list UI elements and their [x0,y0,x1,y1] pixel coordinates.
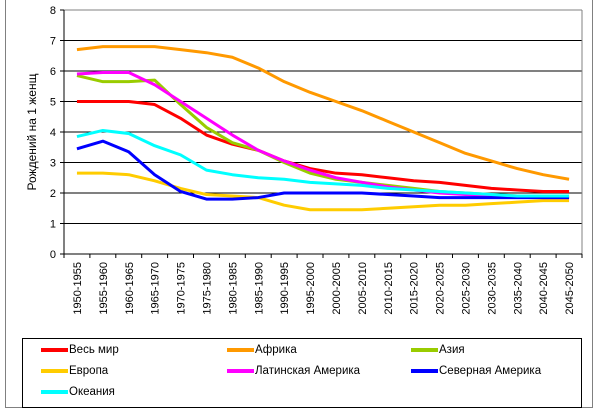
x-tick-label: 2015-2020 [409,262,421,315]
x-tick-label: 2000-2005 [331,262,343,315]
x-tick-label: 1955-1960 [98,262,110,315]
series-line-Азия [77,76,569,196]
legend-label: Азия [439,344,465,356]
x-tick-label: 1960-1965 [124,262,136,315]
y-tick-label: 7 [50,36,56,48]
x-tick-label: 2040-2045 [538,262,550,315]
legend-swatch [227,369,254,373]
x-tick-label: 2010-2015 [383,262,395,315]
legend-swatch [411,348,438,352]
y-tick-label: 0 [50,249,56,261]
x-tick-label: 1995-2000 [305,262,317,315]
x-tick-label: 1985-1990 [253,262,265,315]
x-tick-label: 2005-2010 [357,262,369,315]
x-tick-label: 2030-2035 [486,262,498,315]
y-tick-label: 8 [50,5,56,17]
x-tick-label: 1950-1955 [72,262,84,315]
x-tick-label: 1970-1975 [176,262,188,315]
legend-item: Латинская Америка [227,365,360,377]
legend-label: Африка [255,344,297,356]
x-tick-label: 1980-1985 [227,262,239,315]
x-tick-label: 2035-2040 [512,262,524,315]
x-tick-label: 1990-1995 [279,262,291,315]
legend-label: Весь мир [69,344,119,356]
x-tick-label: 1965-1970 [150,262,162,315]
legend-swatch [41,348,68,352]
legend-label: Океания [69,386,115,398]
x-tick-label: 2020-2025 [435,262,447,315]
legend-swatch [227,348,254,352]
legend-swatch [411,369,438,373]
y-tick-label: 2 [50,188,56,200]
y-tick-label: 5 [50,97,56,109]
legend-label: Европа [69,365,108,377]
x-tick-label: 2025-2030 [460,262,472,315]
x-tick-label: 2045-2050 [564,262,576,315]
legend: Весь мир Африка Азия Европа Латинская Америк… [22,338,582,408]
legend-item: Океания [41,386,115,398]
legend-label: Северная Америка [439,365,541,377]
legend-item: Европа [41,365,108,377]
y-axis-label: Рождений на 1 женщ [25,73,39,190]
legend-swatch [41,390,68,394]
legend-label: Латинская Америка [255,365,360,377]
y-tick-label: 1 [50,219,56,231]
series-line-Весь мир [77,102,569,192]
y-tick-label: 6 [50,66,56,78]
series-line-Европа [77,173,569,210]
x-tick-label: 1975-1980 [201,262,213,315]
y-tick-label: 4 [50,127,56,139]
legend-swatch [41,369,68,373]
legend-item: Азия [411,344,465,356]
legend-item: Северная Америка [411,365,541,377]
legend-item: Африка [227,344,297,356]
y-tick-label: 3 [50,158,56,170]
legend-item: Весь мир [41,344,119,356]
series-line-Африка [77,47,569,180]
